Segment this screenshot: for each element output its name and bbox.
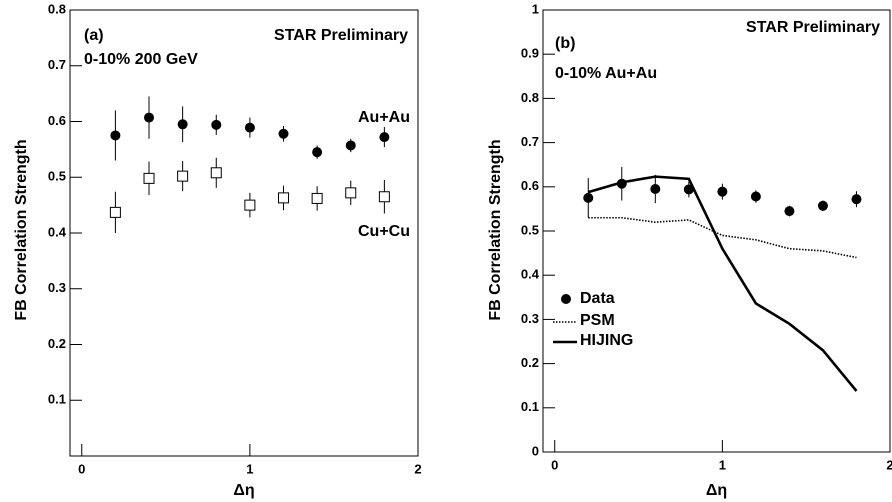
data-point	[717, 186, 728, 197]
y-tick-label: 0.2	[48, 336, 66, 351]
annotation: 0-10% Au+Au	[555, 65, 657, 82]
x-tick-label: 1	[719, 457, 726, 472]
data-point	[143, 172, 155, 184]
x-axis-label: Δη	[233, 482, 254, 499]
annotation: STAR Preliminary	[274, 27, 408, 44]
data-point	[244, 199, 256, 211]
y-tick-label: 0.3	[521, 311, 539, 326]
y-tick-label: 1	[532, 1, 539, 16]
x-axis-label: Δη	[706, 482, 727, 499]
data-point	[312, 147, 323, 158]
data-point	[211, 119, 222, 130]
y-tick-label: 0.4	[48, 224, 67, 239]
data-point	[177, 119, 188, 130]
y-tick-label: 0.6	[521, 178, 539, 193]
x-tick-label: 2	[414, 461, 421, 476]
y-tick-label: 0.6	[48, 113, 66, 128]
data-point	[378, 191, 390, 203]
data-point	[110, 130, 121, 141]
legend-label: PSM	[580, 312, 615, 329]
legend-label: HIJING	[580, 332, 633, 349]
data-point	[278, 128, 289, 139]
y-tick-label: 0.1	[521, 399, 539, 414]
y-tick-label: 0.3	[48, 280, 66, 295]
series-line	[588, 216, 857, 259]
y-axis-label: FB Correlation Strength	[13, 139, 30, 320]
y-tick-label: 0.7	[48, 57, 66, 72]
x-tick-label: 1	[246, 461, 253, 476]
legend-label: Data	[580, 290, 615, 307]
annotation: 0-10% 200 GeV	[84, 51, 198, 68]
annotation: (a)	[84, 27, 104, 44]
annotation: STAR Preliminary	[746, 19, 880, 36]
data-point	[583, 192, 594, 203]
data-point	[278, 192, 290, 204]
y-tick-label: 0.5	[48, 169, 66, 184]
y-tick-label: 0.7	[521, 134, 539, 149]
y-tick-label: 0.1	[48, 392, 66, 407]
y-tick-label: 0.8	[48, 1, 66, 16]
data-point	[379, 132, 390, 143]
y-tick-label: 0.9	[521, 46, 539, 61]
data-point	[650, 184, 661, 195]
legend-swatch	[561, 294, 571, 304]
y-axis-label: FB Correlation Strength	[487, 139, 504, 320]
data-point	[851, 194, 862, 205]
y-tick-label: 0.2	[521, 355, 539, 370]
data-point	[144, 112, 155, 123]
x-tick-label: 0	[551, 457, 558, 472]
y-tick-label: 0.8	[521, 90, 539, 105]
series-label: Cu+Cu	[358, 223, 410, 240]
series-line	[587, 175, 858, 392]
data-point	[177, 170, 189, 182]
x-tick-label: 0	[78, 461, 85, 476]
data-point	[210, 167, 222, 179]
y-tick-label: 0	[532, 443, 539, 458]
y-tick-label: 0.5	[521, 222, 539, 237]
data-point	[784, 206, 795, 217]
data-point	[345, 187, 357, 199]
data-point	[244, 122, 255, 133]
data-point	[817, 200, 828, 211]
annotation: (b)	[555, 35, 575, 52]
data-point	[345, 140, 356, 151]
series-label: Au+Au	[358, 109, 410, 126]
x-tick-label: 2	[886, 457, 892, 472]
y-tick-label: 0.4	[521, 267, 540, 282]
data-point	[109, 206, 121, 218]
data-point	[311, 192, 323, 204]
data-point	[750, 191, 761, 202]
